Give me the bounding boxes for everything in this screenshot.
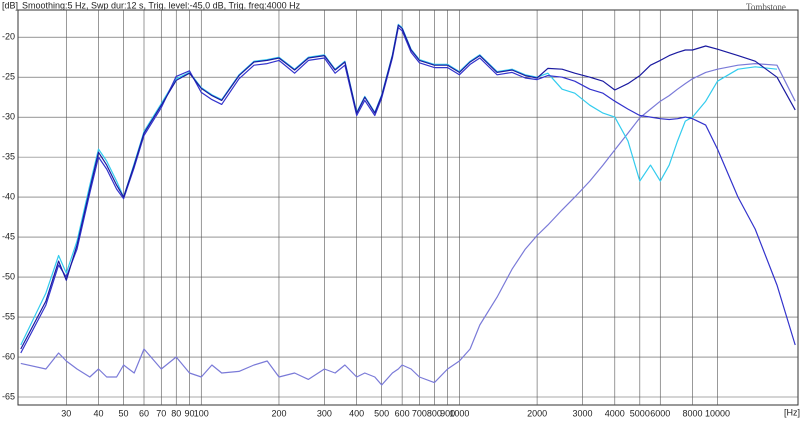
x-tick-label: 6000	[650, 408, 670, 418]
series-line	[20, 24, 796, 350]
watermark: Tombstone	[746, 2, 786, 12]
x-tick-label: 500	[374, 408, 389, 418]
y-tick-label: -25	[2, 72, 15, 82]
x-tick-label: 70	[156, 408, 166, 418]
x-tick-label: 2000	[527, 408, 547, 418]
y-tick-label: -45	[2, 231, 15, 241]
x-tick-label: 400	[349, 408, 364, 418]
x-tick-label: 800	[427, 408, 442, 418]
y-axis-label: [dB]	[2, 0, 18, 10]
x-tick-label: 10000	[705, 408, 730, 418]
x-tick-label: 60	[139, 408, 149, 418]
x-tick-label: 4000	[605, 408, 625, 418]
x-tick-label: 200	[271, 408, 286, 418]
x-tick-label: 3000	[573, 408, 593, 418]
x-tick-label: 50	[119, 408, 129, 418]
series-line	[20, 63, 796, 386]
header-text: Smoothing:5 Hz, Swp dur:12 s, Trig. leve…	[22, 0, 301, 10]
x-tick-label: 300	[317, 408, 332, 418]
x-tick-label: 5000	[630, 408, 650, 418]
y-tick-label: -35	[2, 152, 15, 162]
x-tick-label: 600	[395, 408, 410, 418]
x-tick-label: 900	[440, 408, 455, 418]
x-tick-label: 90	[184, 408, 194, 418]
x-tick-label: 80	[171, 408, 181, 418]
x-tick-label: 700	[412, 408, 427, 418]
x-tick-label: 100	[194, 408, 209, 418]
x-tick-label: 8000	[682, 408, 702, 418]
y-tick-label: -20	[2, 32, 15, 42]
x-axis-label: [Hz]	[784, 407, 800, 417]
y-tick-label: -65	[2, 391, 15, 401]
plot-frame	[17, 9, 799, 406]
y-tick-label: -50	[2, 271, 15, 281]
y-tick-label: -30	[2, 112, 15, 122]
y-tick-label: -60	[2, 351, 15, 361]
x-tick-label: 40	[94, 408, 104, 418]
y-tick-label: -55	[2, 311, 15, 321]
x-tick-label: 30	[61, 408, 71, 418]
y-tick-label: -40	[2, 191, 15, 201]
x-tick-label: 1000	[449, 408, 469, 418]
